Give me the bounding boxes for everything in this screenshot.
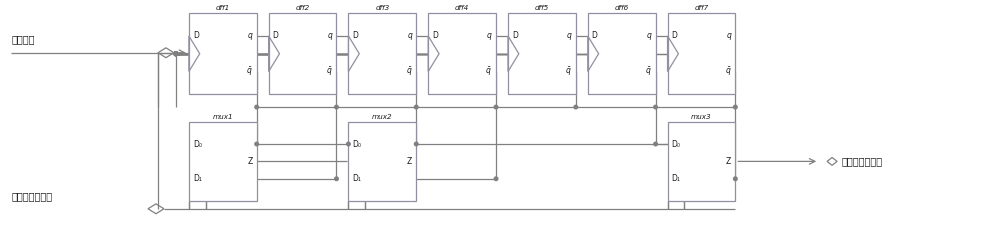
Circle shape [255,105,258,109]
Circle shape [494,177,498,180]
Text: Z: Z [407,157,412,166]
Bar [668,13,735,94]
Text: q: q [647,32,652,40]
Circle shape [174,52,178,56]
Text: D: D [432,32,438,40]
Text: dff5: dff5 [535,5,549,11]
Text: $\bar{q}$: $\bar{q}$ [565,65,572,78]
Text: $\bar{q}$: $\bar{q}$ [406,65,412,78]
Text: D₀: D₀ [193,140,202,148]
Text: D: D [512,32,518,40]
Text: q: q [328,32,332,40]
Bar [428,13,496,94]
Text: dff6: dff6 [615,5,629,11]
Text: D: D [672,32,677,40]
Circle shape [734,105,737,109]
Bar [348,13,416,94]
Text: q: q [407,32,412,40]
Text: dff2: dff2 [295,5,310,11]
Text: dff1: dff1 [216,5,230,11]
Text: D: D [592,32,598,40]
Bar [508,13,576,94]
Circle shape [335,177,338,180]
Circle shape [174,52,178,56]
Bar [189,122,257,201]
Circle shape [335,105,338,109]
Text: mux1: mux1 [212,114,233,120]
Text: D₀: D₀ [352,140,361,148]
Text: dff4: dff4 [455,5,469,11]
Text: 转换速率选择端: 转换速率选择端 [11,191,52,201]
Text: $\bar{q}$: $\bar{q}$ [645,65,652,78]
Text: mux3: mux3 [691,114,712,120]
Circle shape [174,52,178,56]
Bar [668,122,735,201]
Text: Z: Z [247,157,253,166]
Text: $\bar{q}$: $\bar{q}$ [725,65,731,78]
Text: D: D [193,32,199,40]
Circle shape [174,52,178,56]
Circle shape [255,142,258,146]
Circle shape [734,177,737,180]
Circle shape [414,142,418,146]
Text: q: q [487,32,492,40]
Text: dff3: dff3 [375,5,389,11]
Circle shape [414,105,418,109]
Text: q: q [726,32,731,40]
Circle shape [174,52,178,56]
Text: D₁: D₁ [193,174,202,183]
Text: D₀: D₀ [672,140,681,148]
Circle shape [654,105,657,109]
Text: q: q [248,32,253,40]
Circle shape [174,52,178,56]
Text: $\bar{q}$: $\bar{q}$ [326,65,332,78]
Text: D₁: D₁ [352,174,361,183]
Text: q: q [567,32,572,40]
Text: Z: Z [726,157,731,166]
Circle shape [574,105,578,109]
Circle shape [174,52,178,56]
Circle shape [494,105,498,109]
Bar [269,13,336,94]
Circle shape [174,52,178,56]
Text: $\bar{q}$: $\bar{q}$ [485,65,492,78]
Bar [588,13,656,94]
Text: D: D [273,32,279,40]
Text: mux2: mux2 [372,114,393,120]
Circle shape [174,52,178,56]
Circle shape [174,52,178,56]
Text: dff7: dff7 [694,5,709,11]
Circle shape [347,142,350,146]
Bar [189,13,257,94]
Text: D₁: D₁ [672,174,680,183]
Circle shape [654,142,657,146]
Text: D: D [352,32,358,40]
Text: 时钟信号: 时钟信号 [11,34,35,44]
Bar [348,122,416,201]
Circle shape [174,52,178,56]
Text: 时钟信号输出端: 时钟信号输出端 [841,156,882,166]
Circle shape [174,52,178,56]
Text: $\bar{q}$: $\bar{q}$ [246,65,253,78]
